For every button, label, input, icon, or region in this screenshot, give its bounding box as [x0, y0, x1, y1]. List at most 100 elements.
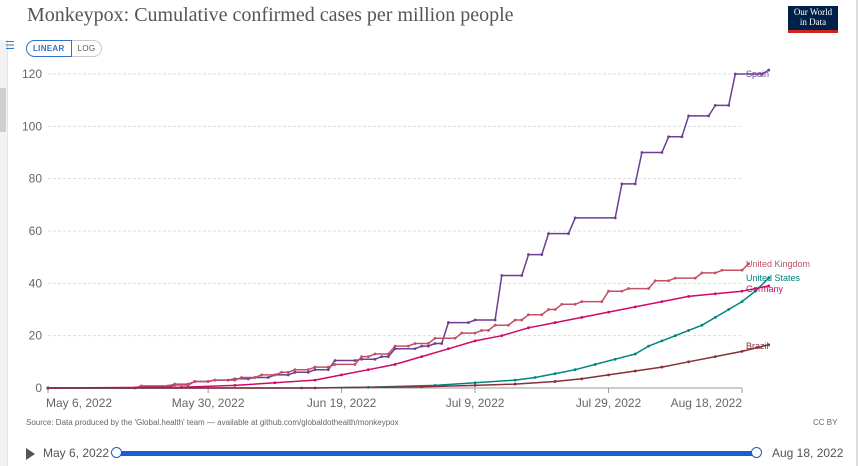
x-tick-label: Jul 29, 2022	[576, 396, 642, 410]
x-axis-ticks: May 6, 2022 May 30, 2022 Jun 19, 2022 Jul 9…	[46, 388, 743, 410]
series-line[interactable]	[48, 277, 770, 389]
data-point	[713, 355, 717, 358]
data-point	[473, 383, 477, 387]
data-point	[767, 276, 771, 280]
linear-scale-button[interactable]: LINEAR	[26, 40, 72, 57]
data-point	[693, 276, 697, 280]
data-point	[687, 360, 691, 364]
data-point	[700, 271, 704, 275]
data-point	[707, 114, 711, 118]
data-point	[660, 339, 664, 343]
y-tick-label: 100	[22, 119, 42, 133]
left-scroll-thumb[interactable]	[0, 88, 6, 132]
data-point	[633, 182, 637, 186]
data-point	[420, 355, 424, 358]
series-germany[interactable]	[46, 284, 771, 390]
series-brazil[interactable]	[46, 343, 771, 390]
data-point	[767, 284, 771, 288]
series-line[interactable]	[48, 69, 770, 389]
data-point	[493, 318, 497, 322]
data-point	[193, 380, 197, 383]
play-icon[interactable]	[26, 448, 35, 460]
data-point	[173, 382, 177, 386]
data-point	[513, 378, 517, 382]
data-point	[620, 289, 624, 293]
data-point	[273, 373, 277, 377]
data-point	[140, 384, 143, 388]
data-point	[306, 370, 310, 374]
x-tick-label: Jul 9, 2022	[446, 396, 505, 410]
data-point	[527, 326, 530, 330]
data-point	[660, 151, 664, 154]
data-point	[547, 308, 550, 311]
data-point	[667, 279, 670, 283]
data-point	[573, 368, 577, 372]
data-point	[740, 289, 744, 293]
data-point	[527, 253, 530, 256]
series-line[interactable]	[48, 344, 769, 389]
data-point	[633, 369, 637, 373]
data-point	[426, 342, 430, 345]
data-point	[240, 376, 243, 379]
data-point	[380, 355, 384, 358]
data-point	[540, 313, 544, 317]
data-point	[446, 321, 450, 324]
data-point	[540, 253, 544, 256]
data-point	[460, 331, 464, 335]
timeline-track[interactable]	[117, 451, 757, 456]
data-point	[366, 368, 370, 372]
series-label[interactable]: Brazil	[746, 341, 769, 351]
data-point	[747, 262, 751, 266]
data-point	[753, 289, 757, 293]
data-point	[627, 287, 630, 290]
data-point	[306, 368, 310, 372]
data-point	[767, 68, 771, 72]
data-point	[373, 352, 377, 356]
data-point	[233, 378, 237, 382]
timeline-start-handle[interactable]	[111, 447, 122, 458]
timeline-end-handle[interactable]	[751, 447, 762, 458]
data-point	[633, 305, 637, 309]
data-point	[553, 372, 557, 376]
data-point	[527, 313, 530, 317]
data-point	[313, 386, 317, 390]
data-point	[213, 378, 217, 382]
data-point	[326, 365, 330, 369]
data-point	[513, 382, 517, 386]
series-label[interactable]: United States	[746, 273, 801, 283]
series-label[interactable]: Germany	[746, 284, 784, 294]
data-point	[673, 276, 677, 280]
data-point	[680, 135, 684, 139]
data-point	[727, 308, 731, 311]
data-point	[433, 336, 437, 340]
logo-line-1: Our World	[793, 7, 833, 17]
series-label[interactable]: Spain	[746, 69, 769, 79]
owid-logo[interactable]: Our World in Data	[788, 6, 838, 33]
data-point	[440, 342, 444, 345]
data-point	[607, 373, 610, 377]
chart-title: Monkeypox: Cumulative confirmed cases pe…	[27, 4, 514, 26]
series-lines	[46, 68, 771, 390]
data-point	[720, 268, 724, 272]
data-point	[293, 370, 297, 374]
data-point	[640, 151, 644, 154]
data-point	[360, 355, 364, 358]
timeline-slider: May 6, 2022 Aug 18, 2022	[0, 440, 858, 466]
series-label[interactable]: United Kingdom	[746, 259, 810, 269]
license-label[interactable]: CC BY	[813, 418, 838, 427]
data-point	[547, 232, 550, 236]
data-point	[660, 300, 664, 304]
y-tick-label: 40	[29, 276, 43, 290]
data-point	[340, 373, 344, 377]
data-point	[653, 279, 657, 283]
series-line[interactable]	[47, 285, 769, 389]
source-note[interactable]: Source: Data produced by the 'Global.hea…	[26, 418, 399, 427]
x-tick-label: May 6, 2022	[46, 396, 112, 410]
data-point	[433, 342, 437, 345]
y-axis-ticks: 0 20 40 60 80 100 120	[22, 67, 42, 395]
data-point	[473, 331, 477, 335]
log-scale-button[interactable]: LOG	[71, 40, 103, 57]
series-united-states[interactable]	[46, 276, 771, 390]
data-point	[700, 323, 704, 327]
settings-icon[interactable]: ☰	[5, 40, 15, 52]
